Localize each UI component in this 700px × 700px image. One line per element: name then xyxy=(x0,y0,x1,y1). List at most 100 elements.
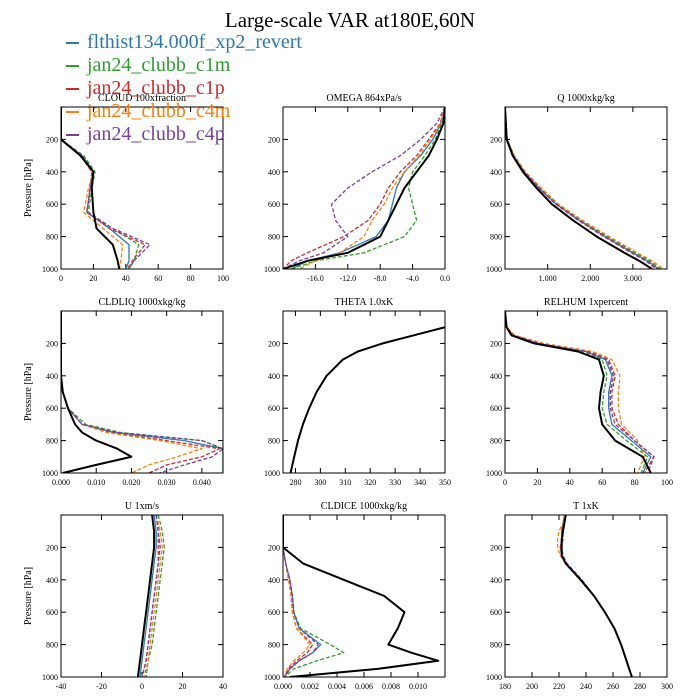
series-line xyxy=(283,107,445,269)
y-tick-label: 800 xyxy=(490,437,502,446)
x-tick-label: 20 xyxy=(89,274,97,283)
y-tick-label: 200 xyxy=(268,543,280,552)
series-line-control xyxy=(136,515,156,677)
series-line xyxy=(61,311,221,473)
series-line xyxy=(505,107,657,269)
y-tick-label: 400 xyxy=(46,372,58,381)
y-tick-label: 600 xyxy=(490,404,502,413)
series-line-control xyxy=(61,311,133,473)
series-line xyxy=(559,515,633,677)
x-tick-label: 330 xyxy=(389,478,401,487)
y-tick-label: 800 xyxy=(490,641,502,650)
y-tick-label: 400 xyxy=(46,168,58,177)
series-line xyxy=(559,515,633,677)
x-tick-label: 200 xyxy=(526,682,538,691)
x-tick-label: 340 xyxy=(414,478,426,487)
series-line xyxy=(505,107,664,269)
x-tick-label: 100 xyxy=(217,274,229,283)
legend-item: jan24_clubb_c4m xyxy=(66,100,302,123)
panel-title: T 1xK xyxy=(573,501,599,512)
x-tick-label: 240 xyxy=(580,682,592,691)
x-tick-label: 60 xyxy=(598,478,606,487)
series-group xyxy=(283,515,440,677)
x-tick-label: 0 xyxy=(59,274,63,283)
x-tick-label: 0.008 xyxy=(382,682,400,691)
y-tick-label: 200 xyxy=(46,135,58,144)
series-line-control xyxy=(61,107,121,269)
panel-title: RELHUM 1xpercent xyxy=(544,297,628,308)
y-tick-label: 1000 xyxy=(264,469,280,478)
series-group xyxy=(289,326,445,473)
y-tick-label: 1000 xyxy=(264,265,280,274)
y-axis-label: Pressure [hPa] xyxy=(23,159,34,217)
legend-item: jan24_clubb_c4p xyxy=(66,123,302,146)
x-tick-label: 0.010 xyxy=(87,478,105,487)
series-line xyxy=(283,515,311,677)
y-tick-label: 400 xyxy=(490,372,502,381)
series-group xyxy=(283,107,445,269)
x-tick-label: 0 xyxy=(503,478,507,487)
x-tick-label: 260 xyxy=(607,682,619,691)
legend-label: jan24_clubb_c4p xyxy=(87,123,225,145)
x-tick-label: 20 xyxy=(179,682,187,691)
plot-frame xyxy=(504,514,668,678)
y-tick-label: 800 xyxy=(268,437,280,446)
series-line xyxy=(141,515,161,677)
x-tick-label: 0.030 xyxy=(158,478,176,487)
x-tick-label: 280 xyxy=(289,478,301,487)
legend-label: flthist134.000f_xp2_revert xyxy=(87,31,302,53)
x-tick-label: 80 xyxy=(187,274,195,283)
x-tick-label: 220 xyxy=(553,682,565,691)
series-line-control xyxy=(289,326,445,473)
panel: CLDLIQ 1000xkg/kg Pressure [hPa] 0.000 0.01… xyxy=(23,297,224,487)
y-tick-label: 200 xyxy=(268,135,280,144)
x-tick-label: 3.000 xyxy=(624,274,642,283)
legend-label: jan24_clubb_c1m xyxy=(87,54,231,76)
series-line xyxy=(139,515,157,677)
panel-title: OMEGA 864xPa/s xyxy=(326,93,401,104)
x-tick-label: 0.020 xyxy=(122,478,140,487)
panel-title: CLOUD 100xfraction xyxy=(98,93,186,104)
y-tick-label: 600 xyxy=(46,404,58,413)
y-tick-label: 600 xyxy=(268,404,280,413)
legend-swatch xyxy=(66,110,79,113)
plot-frame xyxy=(282,310,446,474)
series-group xyxy=(61,107,151,269)
legend-swatch xyxy=(66,87,79,90)
x-tick-label: -12.0 xyxy=(339,274,356,283)
legend-label: jan24_clubb_c1p xyxy=(87,77,225,99)
series-line xyxy=(61,107,140,269)
x-tick-label: 320 xyxy=(364,478,376,487)
x-tick-label: -20 xyxy=(96,682,107,691)
panel: CLDICE 1000xkg/kg 0.000 0.002 0.004 0.006 0.0… xyxy=(264,501,446,691)
panel: THETA 1.0xK 280 300 310 320 330 340 350 200 400 60… xyxy=(264,297,451,487)
x-tick-label: 0.040 xyxy=(193,478,211,487)
series-line xyxy=(505,311,649,473)
y-tick-label: 600 xyxy=(268,608,280,617)
x-tick-label: 0 xyxy=(140,682,144,691)
legend-label: jan24_clubb_c4m xyxy=(87,100,231,122)
y-tick-label: 800 xyxy=(46,437,58,446)
panel: U 1xm/s Pressure [hPa] -40 -20 0 20 40 200 400 60… xyxy=(23,501,227,691)
x-tick-label: -16.0 xyxy=(307,274,324,283)
panel: RELHUM 1xpercent 0 20 40 60 80 100 200 400 600 800… xyxy=(486,297,673,487)
series-group xyxy=(556,515,633,677)
x-tick-label: 0.006 xyxy=(355,682,373,691)
x-tick-label: 310 xyxy=(339,478,351,487)
y-tick-label: 200 xyxy=(490,135,502,144)
panel-title: U 1xm/s xyxy=(125,501,159,512)
x-tick-label: -40 xyxy=(56,682,67,691)
x-tick-label: 80 xyxy=(631,478,639,487)
y-tick-label: 600 xyxy=(268,200,280,209)
series-line xyxy=(290,107,445,269)
series-line xyxy=(283,515,322,677)
plot-frame xyxy=(60,514,224,678)
figure-title: Large-scale VAR at180E,60N xyxy=(224,8,476,32)
series-line xyxy=(61,311,223,473)
y-tick-label: 800 xyxy=(46,233,58,242)
panel: T 1xK 180 200 220 240 260 280 300 200 400 600 800 10… xyxy=(486,501,673,691)
y-axis-label: Pressure [hPa] xyxy=(23,567,34,625)
y-tick-label: 200 xyxy=(46,543,58,552)
x-tick-label: 300 xyxy=(314,478,326,487)
